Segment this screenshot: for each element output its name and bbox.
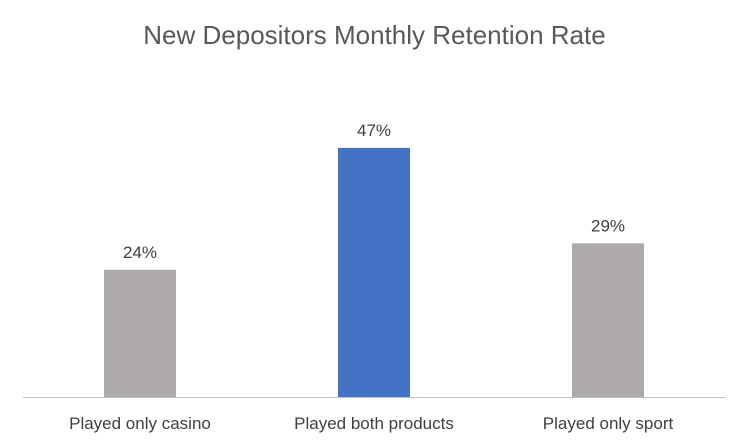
bars-layer <box>104 147 644 397</box>
value-labels-layer: 24% 47% 29% <box>123 121 625 262</box>
data-label: 29% <box>591 216 625 235</box>
x-tick-label: Played only sport <box>543 414 674 433</box>
chart-title: New Depositors Monthly Retention Rate <box>143 20 605 50</box>
bar-played-only-sport <box>572 243 644 397</box>
data-label: 47% <box>357 121 391 140</box>
x-tick-label: Played both products <box>294 414 454 433</box>
data-label: 24% <box>123 243 157 262</box>
x-tick-label: Played only casino <box>69 414 211 433</box>
x-axis-tick-labels: Played only casino Played both products Pl… <box>69 414 673 433</box>
bar-played-both-products <box>338 147 410 397</box>
bar-played-only-casino <box>104 269 176 397</box>
